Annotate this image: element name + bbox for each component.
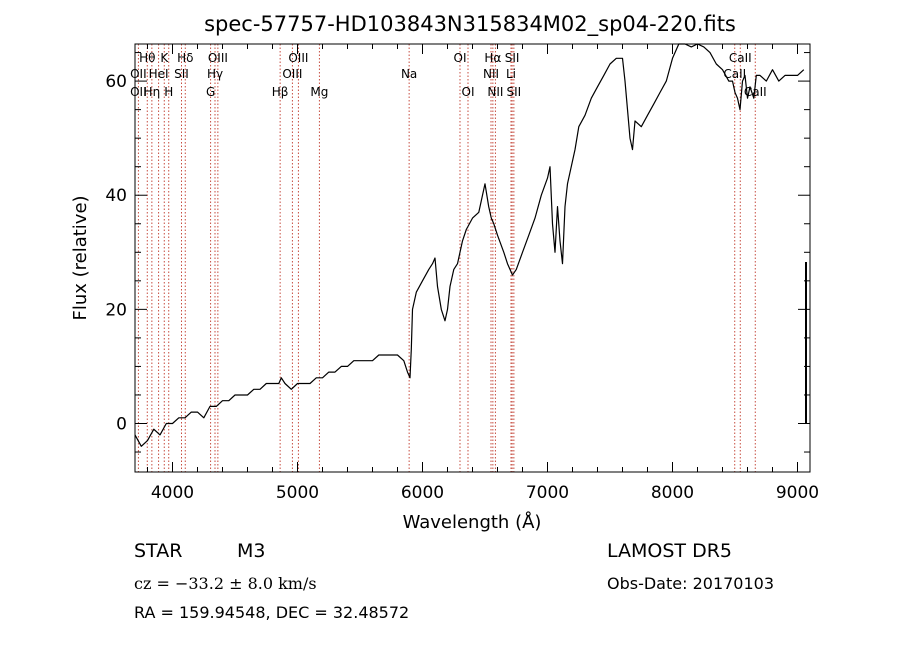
spectral-line-label: G [206,85,215,99]
y-tick-label: 60 [105,72,127,92]
x-tick-label: 4000 [151,483,194,503]
spectral-line-label: NII [487,85,503,99]
y-axis: 0 20 40 60 [105,52,810,453]
object-class: STAR [134,540,183,562]
y-axis-label: Flux (relative) [70,195,91,320]
object-subclass: M3 [237,540,266,562]
y-tick-label: 40 [105,186,127,206]
spectral-line-label: SII [505,51,520,65]
spectral-line-label: Hδ [177,51,193,65]
spectrum-line [134,43,805,447]
x-tick-label: 9000 [776,483,819,503]
spectral-line-label: OIII [282,67,302,81]
spectral-line-label: H [164,85,173,99]
chart-title: spec-57757-HD103843N315834M02_sp04-220.f… [204,12,736,37]
spectral-line-labels: Hθ K Hδ OIII OIII OI Hα SII CaII OII HeI SII Hγ OIII N… [130,51,767,99]
plot-frame [134,43,811,473]
spectral-line-label: OIII [208,51,228,65]
spectral-line-label: Mg [310,85,328,99]
spectral-line-label: OIII [288,51,308,65]
spectral-line-label: HeI [149,67,169,81]
spectral-line-label: Hη [144,85,161,99]
x-axis-label: Wavelength (Å) [403,511,542,533]
survey-name: LAMOST DR5 [607,540,732,562]
x-tick-label: 5000 [276,483,319,503]
x-tick-label: 6000 [401,483,444,503]
spectral-line-label: Li [506,67,516,81]
spectral-line-label: Na [401,67,417,81]
spectral-line-label: SII [507,85,522,99]
spectral-line-label: OII [130,67,147,81]
spectral-line-label: OI [462,85,475,99]
spectral-line-label: OI [454,51,467,65]
spectral-line-label: Hθ [139,51,155,65]
spectral-line-label: OII [130,85,147,99]
obs-date: Obs-Date: 20170103 [607,574,775,593]
spectral-line-label: CaII [729,51,752,65]
x-tick-label: 7000 [526,483,569,503]
y-tick-label: 20 [105,300,127,320]
spectral-line-markers [137,44,756,472]
spectral-line-label: K [160,51,169,65]
spectral-line-label: Hβ [272,85,289,99]
spectral-line-label: NII [483,67,499,81]
spectral-line-label: Hα [484,51,501,65]
x-tick-label: 8000 [651,483,694,503]
spectral-line-label: Hγ [207,67,223,81]
redshift-text: cz = −33.2 ± 8.0 km/s [134,574,317,593]
x-axis: 4000 5000 6000 7000 8000 9000 [147,44,819,503]
spectral-line-label: SII [174,67,189,81]
spectral-line-label: CaII [723,67,746,81]
coordinates: RA = 159.94548, DEC = 32.48572 [134,603,410,622]
y-tick-label: 0 [116,414,127,434]
